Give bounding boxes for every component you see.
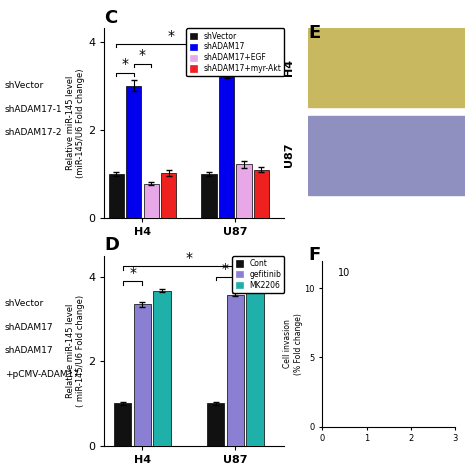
Legend: Cont, gefitinib, MK2206: Cont, gefitinib, MK2206 (232, 256, 284, 293)
Bar (126, 86, 141, 218)
Bar (219, 73, 234, 218)
Bar (254, 170, 269, 218)
Text: shADAM17: shADAM17 (5, 346, 54, 355)
Text: shADAM17-2: shADAM17-2 (5, 128, 62, 137)
Text: shVector: shVector (5, 299, 44, 308)
Text: *: * (185, 251, 192, 265)
Bar (308, 116, 465, 195)
Text: *: * (222, 262, 229, 276)
Text: +pCMV-ADAM17: +pCMV-ADAM17 (5, 370, 79, 379)
Text: shADAM17: shADAM17 (5, 323, 54, 331)
Bar (237, 164, 252, 218)
Bar (114, 403, 131, 446)
Bar (144, 183, 159, 218)
Y-axis label: Relative miR-145 level
( miR-145/U6 Fold change): Relative miR-145 level ( miR-145/U6 Fold… (66, 295, 85, 407)
Text: *: * (232, 39, 239, 53)
Text: F: F (308, 246, 320, 264)
Bar (201, 174, 217, 218)
Text: E: E (308, 24, 320, 42)
Text: *: * (214, 48, 221, 63)
Bar (207, 403, 224, 446)
Y-axis label: Cell invasion
(% Fold change): Cell invasion (% Fold change) (283, 313, 303, 374)
Bar (134, 304, 151, 446)
Text: C: C (104, 9, 118, 27)
Bar (227, 295, 244, 446)
Bar (109, 174, 124, 218)
Text: *: * (129, 266, 136, 280)
Text: 10: 10 (338, 268, 351, 278)
Text: U87: U87 (284, 143, 294, 167)
Y-axis label: Relative miR-145 level
(miR-145/U6 Fold change): Relative miR-145 level (miR-145/U6 Fold … (66, 68, 85, 178)
Text: shVector: shVector (5, 81, 44, 90)
Bar (154, 291, 171, 446)
Bar (308, 28, 465, 108)
Text: H4: H4 (284, 58, 294, 75)
Text: shADAM17-1: shADAM17-1 (5, 105, 63, 113)
Bar (161, 173, 176, 218)
Bar (246, 288, 264, 446)
Text: *: * (139, 48, 146, 63)
Text: D: D (104, 237, 119, 255)
Legend: shVector, shADAM17, shADAM17+EGF, shADAM17+myr-Akt: shVector, shADAM17, shADAM17+EGF, shADAM… (186, 28, 284, 76)
Text: *: * (168, 28, 175, 43)
Text: *: * (121, 57, 128, 71)
